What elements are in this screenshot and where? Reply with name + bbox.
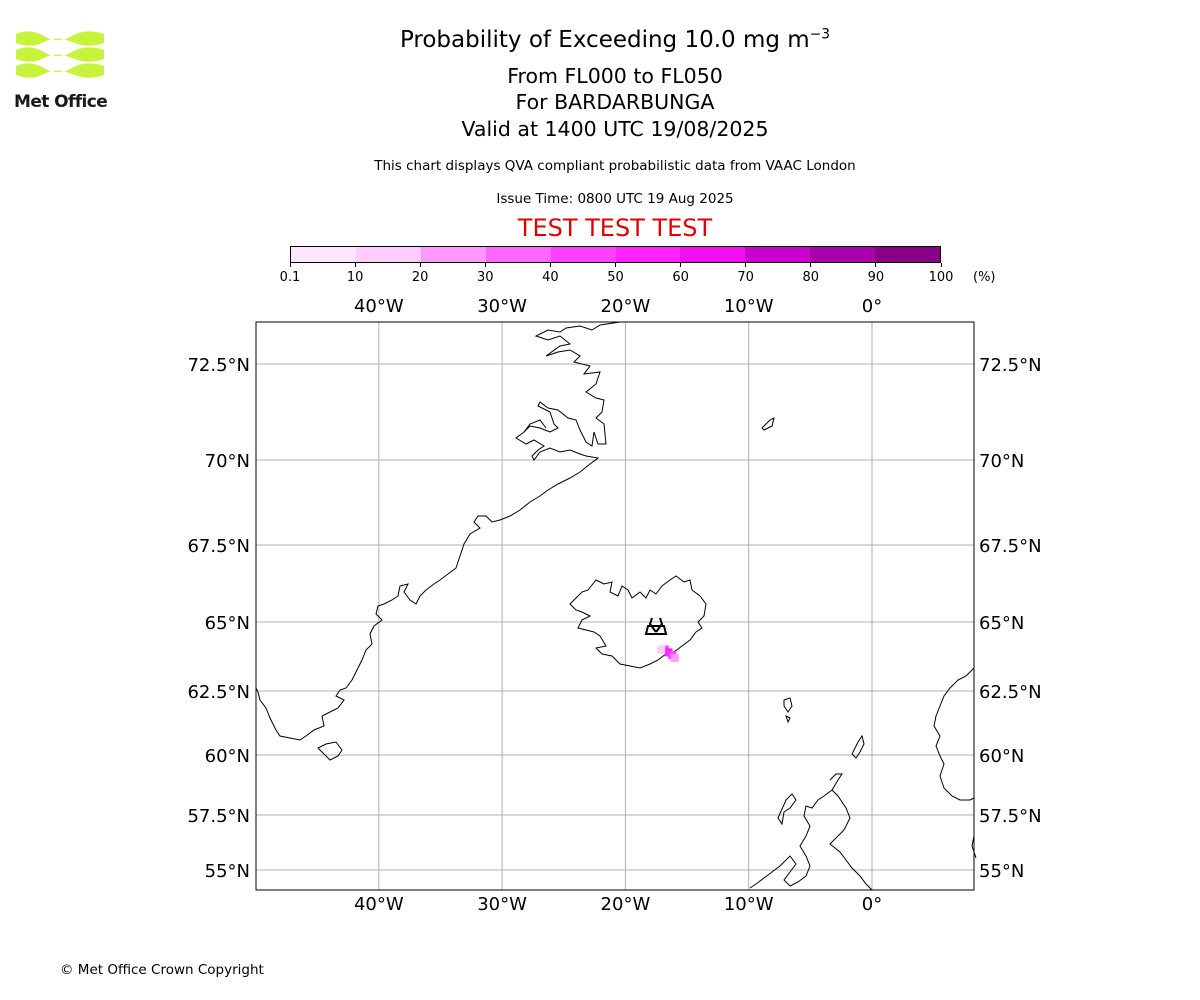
norway-coastline	[933, 667, 975, 801]
map-frame	[255, 321, 975, 891]
colorbar-segment	[810, 247, 876, 262]
lat-label-left: 62.5°N	[187, 682, 250, 703]
colorbar-tick-label: 10	[346, 270, 364, 285]
lat-label-left: 65°N	[205, 613, 250, 634]
lon-label-bottom: 20°W	[601, 894, 651, 915]
colorbar-tick-label: 100	[928, 270, 954, 285]
colorbar-tick-label: 20	[411, 270, 429, 285]
lon-label-bottom: 40°W	[354, 894, 404, 915]
colorbar-segment	[355, 247, 421, 262]
colorbar-segment	[615, 247, 681, 262]
colorbar-tickmark	[745, 263, 747, 267]
faroe-islands	[783, 697, 793, 724]
lat-label-right: 67.5°N	[979, 536, 1042, 557]
colorbar-tick-label: 30	[477, 270, 494, 285]
colorbar-tickmark	[875, 263, 877, 267]
lon-label-top: 40°W	[354, 296, 404, 317]
copyright-notice: © Met Office Crown Copyright	[60, 962, 264, 978]
met-office-logo: Met Office	[14, 30, 110, 112]
issue-time: Issue Time: 0800 UTC 19 Aug 2025	[496, 191, 734, 207]
lon-label-bottom: 30°W	[477, 894, 527, 915]
lon-label-top: 0°	[862, 296, 882, 317]
denmark-coast	[971, 835, 977, 859]
colorbar-tick-label: 70	[737, 270, 754, 285]
iceland-coastline	[569, 575, 707, 669]
colorbar-tickmark	[810, 263, 812, 267]
chart-title: Probability of Exceeding 10.0 mg m−3	[0, 27, 1200, 53]
probability-colorbar	[290, 246, 941, 263]
title-prefix: Probability of Exceeding 10.0 mg m	[399, 27, 810, 53]
lat-label-right: 70°N	[979, 451, 1024, 472]
lat-label-left: 67.5°N	[187, 536, 250, 557]
colorbar-segment	[550, 247, 616, 262]
lat-label-left: 60°N	[205, 746, 250, 767]
lat-label-left: 57.5°N	[187, 806, 250, 827]
lon-label-top: 30°W	[477, 296, 527, 317]
colorbar-tick-label: 90	[867, 270, 885, 285]
colorbar-segment	[291, 247, 356, 262]
colorbar-tickmark	[289, 263, 291, 267]
graticule	[256, 322, 974, 890]
lat-label-left: 70°N	[205, 451, 250, 472]
lat-label-right: 60°N	[979, 746, 1024, 767]
colorbar-tickmark	[484, 263, 486, 267]
lat-label-right: 55°N	[979, 861, 1024, 882]
valid-time: Valid at 1400 UTC 19/08/2025	[461, 117, 769, 141]
lat-label-right: 65°N	[979, 613, 1024, 634]
ash-probability-cell	[657, 645, 666, 654]
lon-label-bottom: 10°W	[724, 894, 774, 915]
ash-probability-layer	[657, 645, 679, 662]
lat-label-right: 72.5°N	[979, 355, 1042, 376]
colorbar-tickmark	[680, 263, 682, 267]
jan-mayen-island	[761, 417, 775, 431]
colorbar-tickmark	[354, 263, 356, 267]
lat-label-left: 55°N	[205, 861, 250, 882]
colorbar-tick-label: 40	[542, 270, 559, 285]
flight-level-range: From FL000 to FL050	[507, 64, 723, 88]
colorbar-tickmark	[419, 263, 421, 267]
lon-label-bottom: 0°	[862, 894, 882, 915]
colorbar-tick-label: 50	[607, 270, 624, 285]
greenland-fjord	[523, 419, 547, 433]
lat-label-right: 62.5°N	[979, 682, 1042, 703]
lon-label-top: 10°W	[724, 296, 774, 317]
greenland-south-tip	[317, 741, 343, 761]
ash-probability-cell	[670, 653, 679, 662]
colorbar-tickmark	[549, 263, 551, 267]
title-exponent: −3	[809, 26, 831, 43]
colorbar-tickmark	[940, 263, 942, 267]
scotland-coastline	[749, 773, 873, 891]
logo-text: Met Office	[14, 92, 108, 112]
volcano-icon	[644, 617, 668, 635]
lat-label-right: 57.5°N	[979, 806, 1042, 827]
subtitle: This chart displays QVA compliant probab…	[374, 158, 856, 174]
colorbar-segment	[420, 247, 486, 262]
coastlines	[255, 321, 977, 891]
colorbar-unit: (%)	[973, 270, 996, 285]
colorbar-tick-label: 80	[802, 270, 820, 285]
colorbar-segment	[680, 247, 746, 262]
axis-labels: 40°W 40°W 30°W 30°W 20°W 20°W 10°W 10°W 0° 0° 72.5…	[187, 296, 1041, 915]
lat-label-left: 72.5°N	[187, 355, 250, 376]
lon-label-top: 20°W	[601, 296, 651, 317]
colorbar-segment	[485, 247, 551, 262]
colorbar-tick-label: 0.1	[279, 270, 301, 285]
test-banner: TEST TEST TEST	[517, 214, 713, 242]
volcano-name-title: For BARDARBUNGA	[515, 90, 715, 114]
colorbar-tick-label: 60	[672, 270, 689, 285]
colorbar-segment	[875, 247, 941, 262]
colorbar-tickmark	[615, 263, 616, 267]
shetland-islands	[851, 734, 865, 759]
greenland-coastline	[255, 321, 621, 741]
met-office-wave-icon	[16, 31, 104, 78]
colorbar-segment	[745, 247, 811, 262]
hebrides	[777, 793, 797, 826]
